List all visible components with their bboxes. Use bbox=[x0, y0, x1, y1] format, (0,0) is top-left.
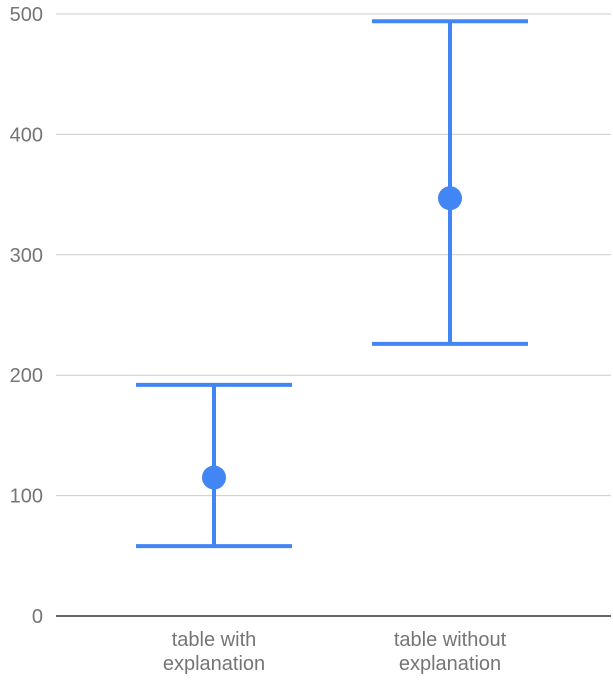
data-point-1 bbox=[438, 186, 462, 211]
x-category-label-line: table with bbox=[172, 629, 257, 651]
data-point-0 bbox=[202, 465, 226, 490]
y-tick-label-0: 0 bbox=[32, 606, 43, 628]
y-tick-label-400: 400 bbox=[10, 124, 43, 146]
x-category-label-1: table without explanation bbox=[394, 629, 507, 675]
x-category-label-0: table with explanation bbox=[163, 629, 265, 675]
gridlines bbox=[56, 13, 611, 617]
data-marks bbox=[136, 19, 528, 549]
x-category-label-line: explanation bbox=[163, 653, 265, 675]
x-category-label-line: table without bbox=[394, 629, 507, 651]
x-category-label-line: explanation bbox=[399, 653, 501, 675]
y-tick-label-500: 500 bbox=[10, 4, 43, 26]
y-tick-label-200: 200 bbox=[10, 365, 43, 387]
y-tick-label-300: 300 bbox=[10, 245, 43, 267]
y-axis-tick-labels: 0 100 200 300 400 500 bbox=[10, 4, 43, 628]
y-tick-label-100: 100 bbox=[10, 486, 43, 508]
